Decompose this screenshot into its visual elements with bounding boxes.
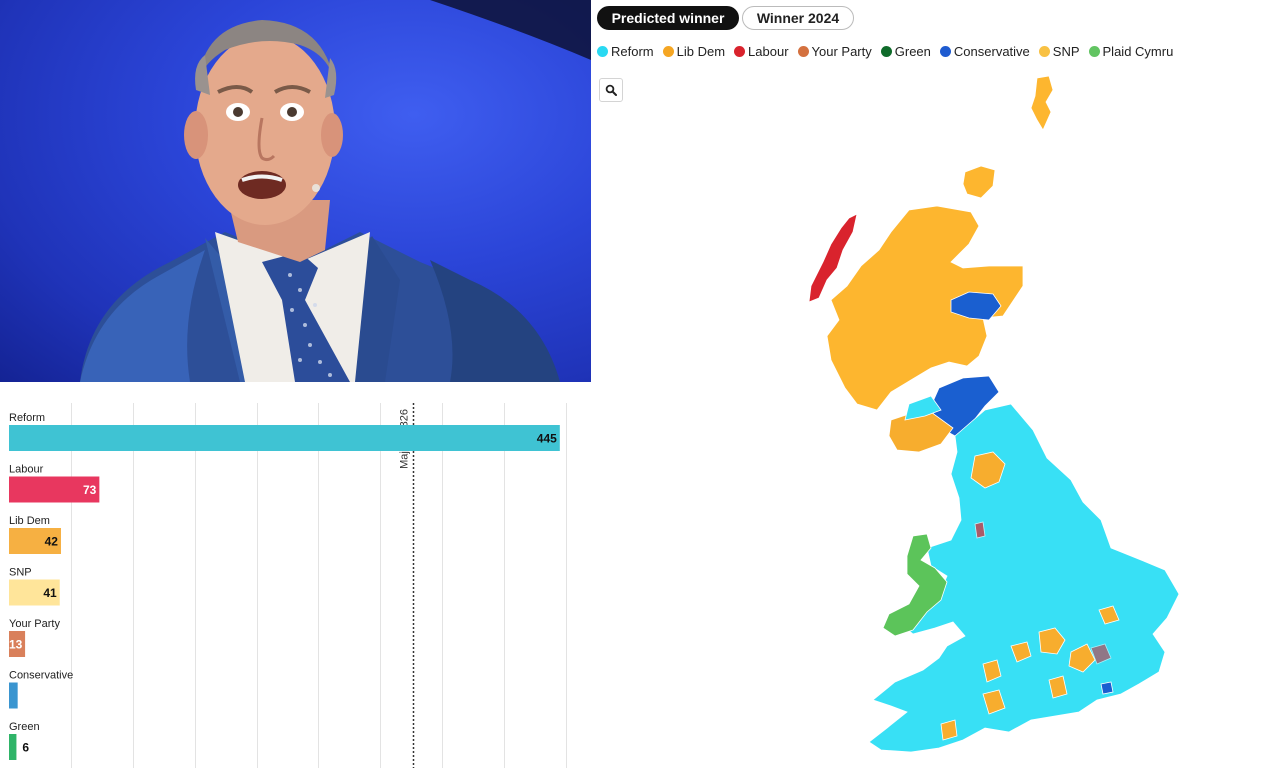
search-icon <box>605 84 617 96</box>
merseyside-labour[interactable] <box>974 521 986 539</box>
tab-predicted-winner[interactable]: Predicted winner <box>597 6 739 30</box>
tab-winner-2024[interactable]: Winner 2024 <box>742 6 854 30</box>
legend-dot <box>662 46 674 57</box>
western-isles-region[interactable] <box>808 213 858 303</box>
legend-item-labour: Labour <box>734 44 789 59</box>
bar-lib-dem <box>9 528 61 554</box>
bar-value-label: 6 <box>22 741 29 755</box>
london-labour[interactable] <box>1090 643 1112 665</box>
bar-snp <box>9 579 60 606</box>
bar-value-label: 41 <box>43 586 57 600</box>
politician-photo <box>0 0 591 382</box>
legend-dot <box>939 46 951 57</box>
bar-value-label: 73 <box>83 483 97 497</box>
bar-value-label: 42 <box>45 535 59 549</box>
wales-plaid[interactable] <box>882 533 948 637</box>
scotland-reform-strip[interactable] <box>904 395 942 421</box>
shetland-region[interactable] <box>1030 75 1054 131</box>
kent-conservative[interactable] <box>1100 681 1114 695</box>
map-panel: Predicted winner Winner 2024 Reform Lib … <box>591 0 1280 768</box>
aberdeenshire-conservative[interactable] <box>950 291 1002 321</box>
bar-green <box>9 734 17 760</box>
bar-reform <box>9 425 560 451</box>
legend-label: Labour <box>748 44 789 59</box>
map-legend: Reform Lib Dem Labour Your Party Green C… <box>597 44 1173 59</box>
south-libdem-3[interactable] <box>1010 641 1032 663</box>
bar-labour <box>9 476 100 503</box>
southwest-libdem-1[interactable] <box>982 689 1006 715</box>
legend-label: Conservative <box>953 44 1030 59</box>
bar-category-label: Labour <box>9 464 44 476</box>
map-zoom-button[interactable] <box>599 78 623 102</box>
bar-chart-svg: Majority 326Reform445Labour73Lib Dem42SN… <box>9 403 567 768</box>
bar-value-label: 13 <box>9 638 23 652</box>
photo-illustration <box>80 0 591 382</box>
legend-item-your-party: Your Party <box>797 44 872 59</box>
legend-label: SNP <box>1052 44 1080 59</box>
southwest-libdem-2[interactable] <box>940 719 958 741</box>
uk-constituency-map[interactable] <box>591 0 1280 768</box>
legend-dot <box>734 46 746 57</box>
legend-label: Green <box>894 44 931 59</box>
south-libdem-4[interactable] <box>982 659 1002 683</box>
bar-category-label: Lib Dem <box>9 515 50 527</box>
legend-dot <box>880 46 892 57</box>
legend-label: Lib Dem <box>676 44 726 59</box>
scotland-region[interactable] <box>826 205 1024 411</box>
legend-item-conservative: Conservative <box>939 44 1030 59</box>
bar-your-party <box>9 631 26 657</box>
legend-label: Your Party <box>811 44 872 59</box>
south-libdem-5[interactable] <box>1048 675 1068 699</box>
westmorland-libdem[interactable] <box>970 451 1006 489</box>
seat-projection-bar-chart: Majority 326Reform445Labour73Lib Dem42SN… <box>0 385 591 768</box>
bar-conservative <box>9 682 18 709</box>
legend-item-snp: SNP <box>1038 44 1080 59</box>
legend-item-green: Green <box>880 44 931 59</box>
legend-item-reform: Reform <box>597 44 654 59</box>
bar-category-label: SNP <box>9 567 32 579</box>
legend-item-plaid-cymru: Plaid Cymru <box>1088 44 1174 59</box>
bar-category-label: Conservative <box>9 670 73 682</box>
bar-category-label: Green <box>9 721 40 733</box>
south-libdem-1[interactable] <box>1038 627 1066 655</box>
orkney-region[interactable] <box>962 165 996 199</box>
east-libdem[interactable] <box>1098 605 1120 625</box>
south-libdem-2[interactable] <box>1068 643 1096 673</box>
legend-label: Reform <box>611 44 654 59</box>
legend-dot <box>1088 46 1100 57</box>
legend-dot <box>797 46 809 57</box>
legend-label: Plaid Cymru <box>1102 44 1174 59</box>
legend-dot <box>597 46 608 57</box>
legend-item-lib-dem: Lib Dem <box>662 44 726 59</box>
bar-category-label: Reform <box>9 412 45 424</box>
bar-category-label: Your Party <box>9 618 60 630</box>
bar-value-label: 7 <box>24 689 31 703</box>
bar-value-label: 445 <box>537 432 557 446</box>
legend-dot <box>1038 46 1050 57</box>
